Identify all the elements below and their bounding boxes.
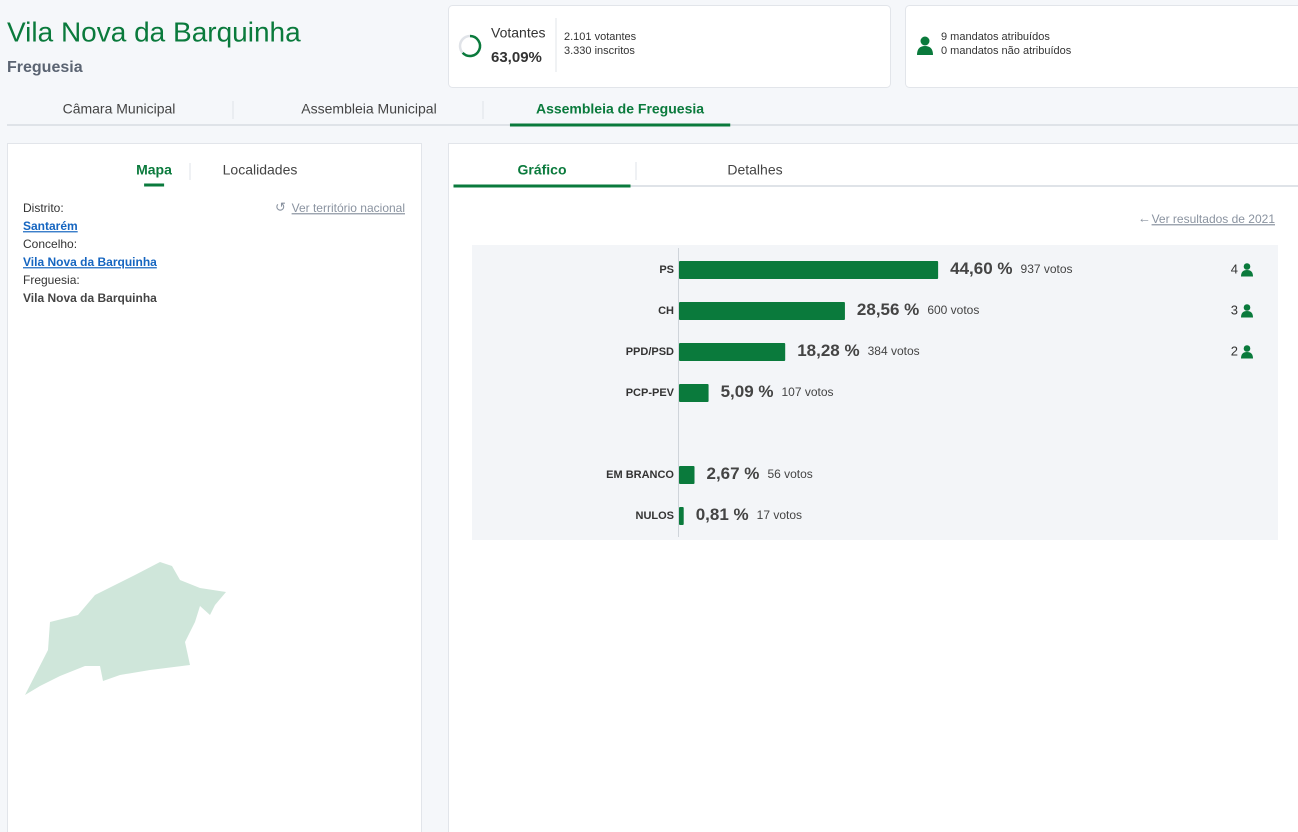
category-label: PS [659,264,674,276]
subtitle: Freguesia [7,59,83,76]
field-link[interactable]: Santarém [23,219,78,233]
tab[interactable]: Assembleia de Freguesia [536,101,704,117]
bar [679,384,709,402]
results-link[interactable]: Ver resultados de 2021 [1152,212,1276,226]
tab[interactable]: Mapa [136,162,172,178]
person-icon [1241,345,1253,359]
category-label: PPD/PSD [626,346,674,358]
tab[interactable]: Detalhes [727,162,782,178]
percent-label: 2,67 % [707,464,760,483]
field-label: Freguesia: [23,273,80,287]
tab-underline [509,123,731,127]
votes-label: 937 votos [1021,262,1073,276]
registered: 3.330 inscritos [564,45,635,57]
bar [679,261,939,279]
mandates-count: 3 [1231,302,1238,317]
field-label: Concelho: [23,237,77,251]
turnout-arc [461,34,482,58]
arrow-icon: ← [1138,210,1151,225]
percent-label: 18,28 % [797,341,859,360]
bar [679,466,695,484]
votes-label: 107 votos [782,385,834,399]
votes-label: 17 votos [757,508,802,522]
icon-head [1243,345,1251,352]
person-icon [1241,263,1253,277]
mandates-card [905,5,1298,88]
tab[interactable]: Assembleia Municipal [301,101,436,117]
votes-label: 600 votos [927,303,979,317]
icon-body [1241,311,1253,318]
title: Vila Nova da Barquinha [7,16,301,47]
bar-label: 18,28 % 384 votos [797,341,919,360]
icon-head [1243,304,1251,311]
category-label: EM BRANCO [606,469,674,481]
mandates-count: 4 [1231,261,1238,276]
mandates-assigned: 9 mandatos atribuídos [941,31,1050,43]
bar-label: 44,60 % 937 votos [950,259,1072,278]
field-label: Distrito: [23,201,64,215]
bar [679,507,684,525]
turnout-card [448,5,891,88]
tab[interactable]: Câmara Municipal [63,101,176,117]
bar-label: 5,09 % 107 votos [721,382,834,401]
field-value: Vila Nova da Barquinha [23,291,157,305]
votes-label: 384 votos [868,344,920,358]
category-label: NULOS [636,510,675,522]
votes-label: 56 votos [767,467,812,481]
bar-label: 28,56 % 600 votos [857,300,979,319]
tab[interactable]: Localidades [223,162,298,178]
field-link[interactable]: Vila Nova da Barquinha [23,255,157,269]
left-panel [7,143,422,832]
percent-label: 0,81 % [696,505,749,524]
voters: 2.101 votantes [564,31,637,43]
turnout-label: Votantes [491,25,546,41]
chart: PS 44,60 % 937 votos 4 CH 28,56 % 600 votos 3 PP… [606,259,1253,525]
tab-underline [144,183,165,187]
icon-body [1241,270,1253,277]
map-shape[interactable] [25,562,226,695]
icon-head [1243,263,1251,270]
mandates-unassigned: 0 mandatos não atribuídos [941,45,1072,57]
percent-label: 5,09 % [721,382,774,401]
bar [679,302,845,320]
tab[interactable]: Gráfico [517,162,566,178]
turnout-value: 63,09% [491,49,542,66]
percent-label: 44,60 % [950,259,1012,278]
tab-underline [453,184,631,188]
percent-label: 28,56 % [857,300,919,319]
category-label: PCP-PEV [626,387,675,399]
person-icon [917,36,933,55]
undo-icon: ↺ [275,199,286,214]
chart-area [472,245,1278,540]
bar-label: 0,81 % 17 votos [696,505,802,524]
category-label: CH [658,305,674,317]
person-icon [1241,304,1253,318]
icon-body [1241,352,1253,359]
bar [679,343,786,361]
mandates-count: 2 [1231,343,1238,358]
bar-label: 2,67 % 56 votos [707,464,813,483]
territory-link[interactable]: Ver território nacional [292,201,405,215]
